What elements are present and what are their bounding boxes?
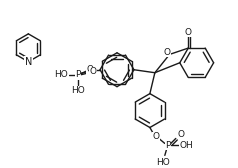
Text: HO: HO (156, 158, 170, 167)
Text: HO: HO (71, 86, 85, 95)
Text: O: O (87, 65, 94, 74)
Text: O: O (163, 48, 170, 57)
Text: O: O (185, 28, 192, 37)
Text: HO: HO (54, 70, 68, 79)
Text: O: O (152, 132, 159, 141)
Text: P: P (75, 70, 81, 79)
Text: OH: OH (180, 141, 193, 150)
Text: O: O (89, 67, 97, 76)
Text: N: N (25, 57, 32, 67)
Text: P: P (165, 141, 170, 150)
Text: O: O (177, 130, 184, 139)
